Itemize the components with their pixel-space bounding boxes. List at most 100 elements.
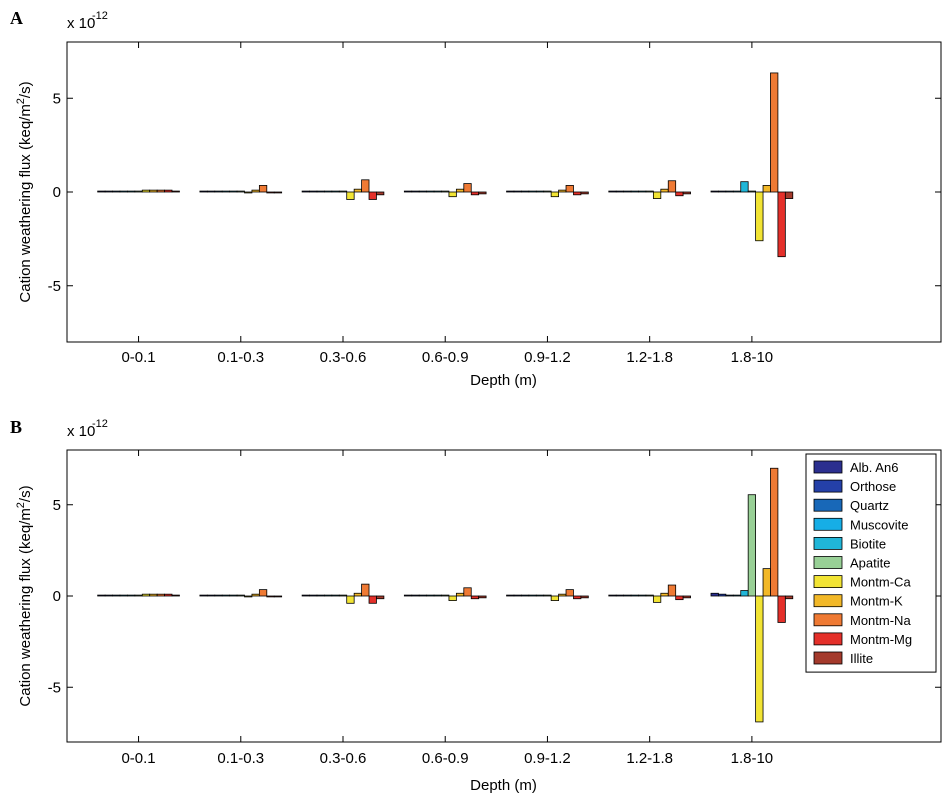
- bar: [97, 190, 106, 193]
- x-tick-label: 0.3-0.6: [320, 750, 367, 767]
- multiplier-label: x 10: [67, 15, 95, 32]
- bar: [214, 594, 223, 597]
- bar: [433, 190, 442, 193]
- multiplier-label: x 10: [67, 423, 95, 440]
- bar: [535, 594, 545, 597]
- legend-entry: Montm-K: [850, 594, 903, 609]
- bar: [580, 595, 589, 599]
- y-axis-label-superscript: 2: [15, 502, 27, 508]
- bar: [535, 190, 545, 193]
- y-axis-label-part: Cation weathering flux (keq/m: [17, 508, 34, 706]
- bar: [199, 594, 208, 597]
- bar: [309, 594, 318, 597]
- bar: [156, 189, 165, 193]
- bar: [361, 179, 370, 193]
- bar: [478, 191, 487, 195]
- bar: [558, 189, 567, 193]
- bar: [638, 594, 647, 597]
- bar: [214, 190, 223, 193]
- x-tick-label: 0.6-0.9: [422, 750, 469, 767]
- legend-swatch: [813, 517, 843, 531]
- x-axis-label: Depth (m): [470, 777, 537, 794]
- bar: [573, 191, 582, 196]
- bar: [623, 190, 632, 193]
- legend: Alb. An6 Orthose Quartz Muscovite Biotite Apa…: [805, 453, 937, 673]
- bar: [682, 595, 691, 599]
- bar: [301, 594, 310, 597]
- bar: [478, 595, 487, 599]
- y-tick-label: 5: [53, 497, 61, 514]
- bar: [324, 190, 333, 193]
- bar: [521, 594, 530, 597]
- bar: [558, 593, 567, 597]
- bar: [156, 593, 165, 597]
- bar: [97, 594, 106, 597]
- bar: [463, 183, 472, 193]
- y-tick-label: 5: [53, 90, 61, 107]
- bar: [266, 595, 275, 598]
- legend-swatch: [813, 575, 843, 588]
- bar: [441, 190, 450, 193]
- bar: [513, 594, 522, 597]
- y-tick-label: 0: [53, 184, 61, 201]
- x-tick-label: 1.8-10: [731, 349, 774, 366]
- bar: [550, 595, 559, 601]
- bar: [573, 595, 582, 600]
- bar: [331, 594, 340, 597]
- plot-frame: [66, 41, 942, 343]
- legend-entry: Montm-Ca: [850, 575, 911, 590]
- y-axis-label: Cation weathering flux (keq/m2/s): [15, 485, 34, 706]
- x-tick-label: 0.6-0.9: [422, 349, 469, 366]
- bar: [119, 190, 128, 193]
- legend-entry: Montm-Mg: [850, 632, 912, 647]
- bar: [732, 594, 742, 597]
- bar: [732, 190, 742, 193]
- bar: [513, 190, 522, 193]
- bar: [164, 189, 173, 193]
- bar: [251, 189, 260, 193]
- bar: [112, 594, 121, 597]
- bar: [652, 191, 662, 199]
- bar: [171, 190, 180, 193]
- bar: [346, 595, 355, 604]
- y-axis-label-part: /s): [17, 485, 34, 502]
- bar: [710, 592, 719, 597]
- legend-swatch: [813, 460, 843, 474]
- bar: [608, 594, 617, 597]
- bar: [221, 190, 231, 193]
- bar: [353, 188, 362, 193]
- bar: [630, 594, 639, 597]
- chart-panel-b: -5 0 5 0-0.1 0.1-0.3 0.3-0.6 0.6-0.9 0.9-1.2 1.2…: [10, 417, 942, 794]
- bar: [134, 190, 143, 193]
- bar: [725, 594, 734, 597]
- bar: [324, 594, 333, 597]
- bar: [206, 594, 216, 597]
- bar: [470, 595, 480, 600]
- bar: [141, 593, 151, 597]
- bar: [667, 180, 677, 193]
- bar: [506, 594, 515, 597]
- bar: [755, 191, 764, 242]
- bar: [784, 595, 794, 600]
- legend-swatch: [813, 498, 843, 512]
- bar: [608, 190, 617, 193]
- y-axis-label-part: Cation weathering flux (keq/m: [17, 104, 34, 302]
- bar: [376, 191, 385, 196]
- y-tick-label: -5: [48, 679, 61, 696]
- bar: [710, 190, 719, 193]
- bar: [353, 592, 362, 597]
- bar: [615, 594, 625, 597]
- legend-entry: Illite: [850, 651, 873, 666]
- bar: [448, 191, 457, 198]
- bar: [638, 190, 647, 193]
- bar: [316, 594, 325, 597]
- y-axis-label-superscript: 2: [15, 98, 27, 104]
- bar: [660, 592, 669, 597]
- bar: [403, 594, 413, 597]
- legend-entry: Apatite: [850, 556, 890, 571]
- x-axis-label: Depth (m): [470, 372, 537, 389]
- bar: [675, 191, 684, 197]
- bar: [652, 595, 662, 603]
- bar: [376, 595, 385, 600]
